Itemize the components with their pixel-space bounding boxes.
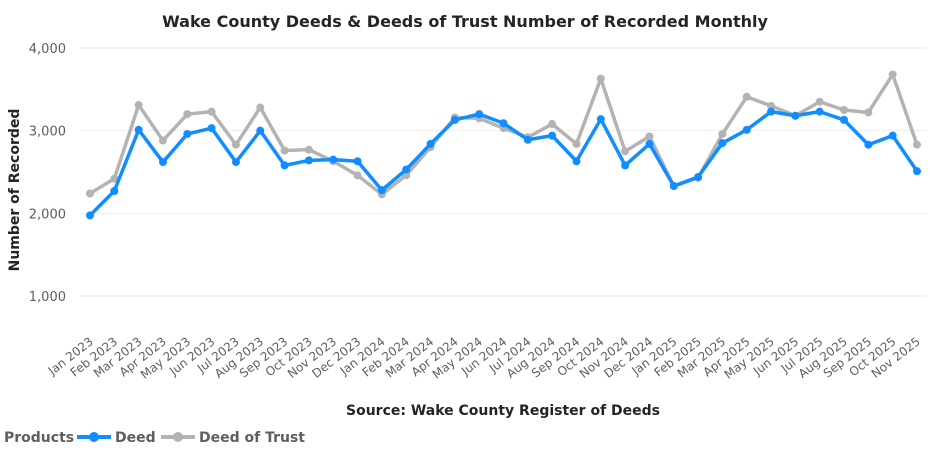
data-point	[426, 139, 435, 148]
y-tick-label: 2,000	[29, 207, 66, 222]
data-point	[913, 167, 921, 176]
legend-dot-deed-of-trust	[173, 432, 183, 442]
data-point	[280, 146, 289, 155]
data-point	[596, 74, 605, 83]
data-point	[523, 135, 532, 144]
data-point	[742, 125, 751, 134]
data-point	[134, 125, 143, 134]
data-point	[86, 211, 94, 220]
data-point	[864, 108, 873, 117]
data-point	[183, 129, 192, 138]
series-deed-of-trust	[86, 70, 921, 199]
data-point	[353, 171, 362, 180]
data-point	[256, 103, 265, 112]
data-point	[256, 126, 265, 135]
y-tick-label: 1,000	[29, 290, 66, 305]
legend: Products Deed Deed of Trust	[4, 430, 305, 446]
data-point	[207, 107, 216, 116]
data-point	[621, 147, 630, 156]
legend-item-deed-of-trust[interactable]: Deed of Trust	[161, 430, 305, 446]
data-point	[645, 139, 654, 148]
data-point	[86, 189, 94, 198]
y-tick-label: 4,000	[29, 42, 66, 57]
data-point	[499, 119, 508, 128]
data-point	[280, 161, 289, 170]
data-point	[840, 115, 849, 124]
data-point	[645, 132, 654, 141]
data-point	[475, 110, 484, 119]
data-point	[767, 107, 776, 116]
chart-title: Wake County Deeds & Deeds of Trust Numbe…	[162, 12, 768, 31]
data-point	[767, 101, 776, 110]
data-point	[718, 139, 727, 148]
data-point	[791, 111, 800, 120]
data-point	[207, 124, 216, 133]
data-point	[377, 186, 386, 195]
data-point	[110, 187, 119, 196]
y-axis-title: Number of Recorded	[7, 109, 23, 272]
data-point	[913, 140, 921, 149]
data-point	[718, 129, 727, 138]
legend-label-deed-of-trust: Deed of Trust	[199, 430, 305, 446]
data-point	[888, 131, 897, 140]
data-point	[742, 92, 751, 101]
data-point	[231, 158, 240, 167]
data-point	[888, 70, 897, 79]
data-point	[231, 140, 240, 149]
data-point	[572, 157, 581, 166]
data-point	[815, 107, 824, 116]
data-point	[304, 156, 313, 165]
data-point	[304, 145, 313, 154]
data-point	[694, 172, 703, 181]
data-point	[548, 131, 557, 140]
data-point	[572, 139, 581, 148]
data-point	[353, 157, 362, 166]
data-point	[621, 161, 630, 170]
data-point	[134, 101, 143, 110]
data-point	[329, 155, 338, 164]
legend-dot-deed	[89, 432, 99, 442]
data-point	[183, 110, 192, 119]
data-point	[450, 115, 459, 124]
data-point	[548, 120, 557, 129]
data-point	[815, 97, 824, 106]
legend-label-deed: Deed	[115, 430, 156, 446]
legend-title: Products	[4, 430, 74, 446]
data-point	[669, 182, 678, 191]
data-point	[402, 165, 411, 174]
data-point	[110, 174, 119, 183]
data-point	[158, 136, 167, 145]
legend-item-deed[interactable]: Deed	[77, 430, 156, 446]
x-axis-title: Source: Wake County Register of Deeds	[346, 403, 660, 419]
data-point	[864, 140, 873, 149]
data-point	[840, 106, 849, 114]
series-deed	[86, 107, 921, 220]
data-point	[158, 158, 167, 167]
y-tick-label: 3,000	[29, 125, 66, 140]
data-point	[596, 115, 605, 124]
